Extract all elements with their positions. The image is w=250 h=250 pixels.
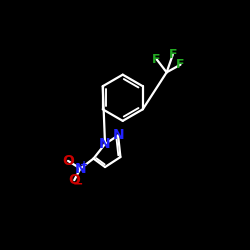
Text: O: O	[68, 173, 80, 187]
Text: F: F	[176, 58, 185, 71]
Text: F: F	[168, 48, 177, 61]
Text: N: N	[112, 128, 124, 142]
Text: N: N	[74, 162, 86, 175]
Text: O: O	[62, 154, 74, 168]
Text: N: N	[99, 137, 111, 151]
Text: F: F	[152, 53, 161, 66]
Text: −: −	[73, 178, 83, 190]
Text: +: +	[80, 160, 88, 170]
